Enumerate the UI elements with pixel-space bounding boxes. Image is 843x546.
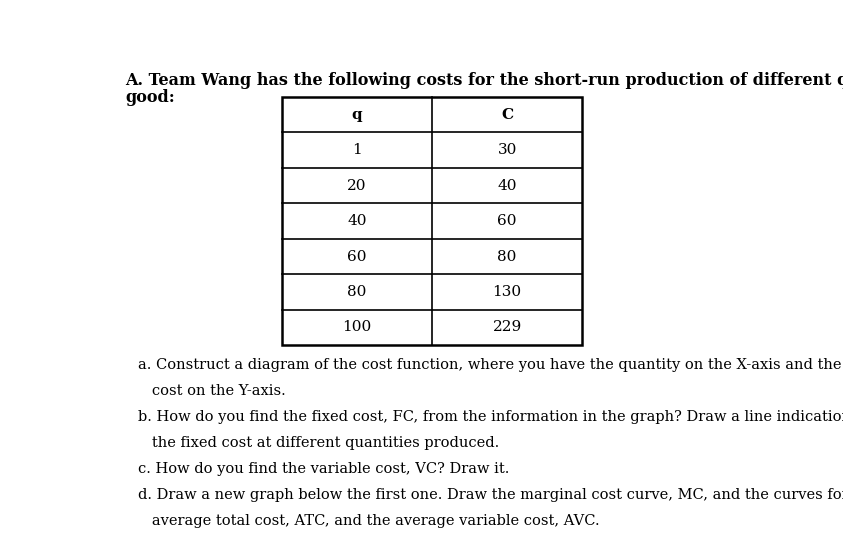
Text: A. Team Wang has the following costs for the short-run production of different q: A. Team Wang has the following costs for… xyxy=(125,72,843,89)
Text: cost on the Y-axis.: cost on the Y-axis. xyxy=(138,384,286,398)
Text: c. How do you find the variable cost, VC? Draw it.: c. How do you find the variable cost, VC… xyxy=(138,462,509,476)
Text: 100: 100 xyxy=(342,321,372,334)
Text: 80: 80 xyxy=(497,250,517,264)
Text: q: q xyxy=(352,108,362,122)
Text: a. Construct a diagram of the cost function, where you have the quantity on the : a. Construct a diagram of the cost funct… xyxy=(138,358,841,372)
Text: 80: 80 xyxy=(347,285,367,299)
Text: 130: 130 xyxy=(492,285,522,299)
Text: C: C xyxy=(501,108,513,122)
Text: 40: 40 xyxy=(497,179,517,193)
Text: 1: 1 xyxy=(352,143,362,157)
Text: 20: 20 xyxy=(347,179,367,193)
Text: the fixed cost at different quantities produced.: the fixed cost at different quantities p… xyxy=(138,436,499,450)
Text: 40: 40 xyxy=(347,214,367,228)
Bar xyxy=(282,97,583,345)
Text: 229: 229 xyxy=(492,321,522,334)
Text: 60: 60 xyxy=(347,250,367,264)
Text: 30: 30 xyxy=(497,143,517,157)
Text: good:: good: xyxy=(125,88,175,105)
Text: 60: 60 xyxy=(497,214,517,228)
Text: average total cost, ATC, and the average variable cost, AVC.: average total cost, ATC, and the average… xyxy=(138,514,599,528)
Text: b. How do you find the fixed cost, FC, from the information in the graph? Draw a: b. How do you find the fixed cost, FC, f… xyxy=(138,410,843,424)
Text: d. Draw a new graph below the first one. Draw the marginal cost curve, MC, and t: d. Draw a new graph below the first one.… xyxy=(138,488,843,502)
